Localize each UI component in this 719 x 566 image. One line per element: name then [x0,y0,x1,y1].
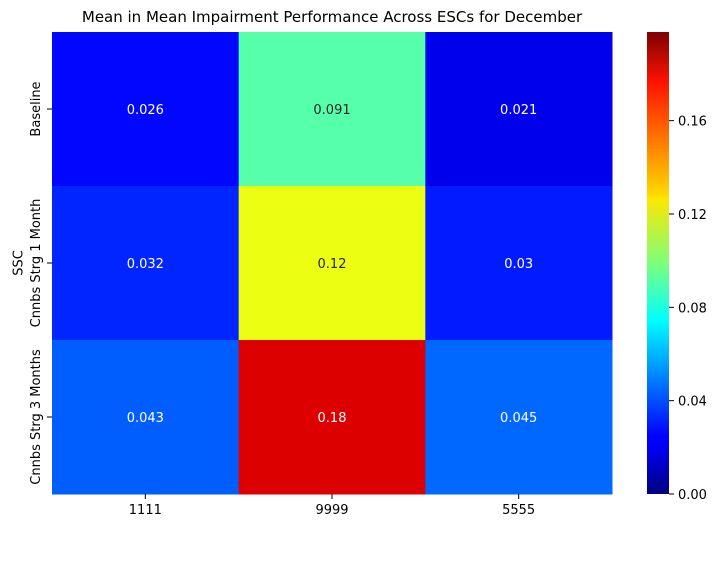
cell-value-label: 0.043 [127,411,164,426]
cell-value-label: 0.12 [318,257,347,272]
heatmap-cell [52,186,240,341]
x-tick-label: 1111 [129,503,162,518]
x-tick-label: 5555 [502,503,535,518]
cell-value-label: 0.021 [500,103,537,118]
heatmap-cell [425,32,613,187]
heatmap-cell [238,340,426,495]
colorbar-tick-label: 0.16 [678,115,707,130]
cell-value-label: 0.032 [127,257,164,272]
heatmap-cell [238,32,426,187]
colorbar-tick-label: 0.04 [678,395,707,410]
colorbar-tick-label: 0.12 [678,208,707,223]
heatmap-cell [425,340,613,495]
y-axis-title: SSC [11,250,27,276]
chart-title: Mean in Mean Impairment Performance Acro… [81,8,583,26]
heatmap-cell [52,340,240,495]
y-tick-label: Cnnbs Strg 3 Months [29,349,44,485]
colorbar-tick-label: 0.00 [678,488,707,503]
x-tick-label: 9999 [315,503,348,518]
heatmap-cell [238,186,426,341]
y-tick-label: Cnnbs Strg 1 Month [29,199,44,328]
heatmap-cell [52,32,240,187]
cell-value-label: 0.026 [127,103,164,118]
y-tick-label: Baseline [29,81,44,136]
colorbar-tick-label: 0.08 [678,301,707,316]
cell-value-label: 0.091 [313,103,350,118]
cell-value-label: 0.03 [504,257,533,272]
heatmap-cell [425,186,613,341]
colorbar [647,32,669,494]
cell-value-label: 0.045 [500,411,537,426]
cell-value-label: 0.18 [318,411,347,426]
